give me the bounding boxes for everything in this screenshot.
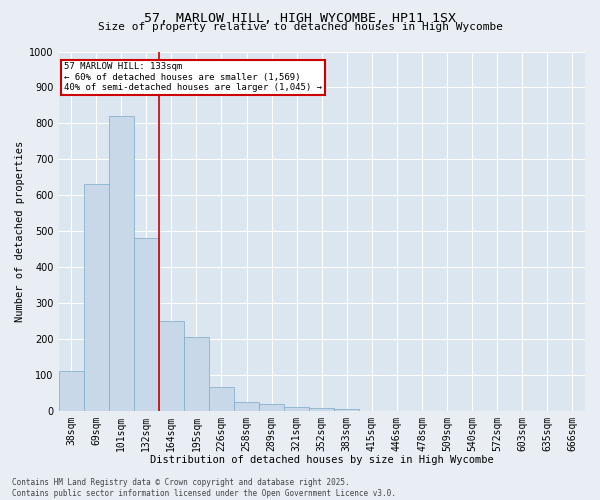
Text: 57 MARLOW HILL: 133sqm
← 60% of detached houses are smaller (1,569)
40% of semi-: 57 MARLOW HILL: 133sqm ← 60% of detached… (64, 62, 322, 92)
Bar (209, 388, 234, 410)
Y-axis label: Number of detached properties: Number of detached properties (15, 140, 25, 322)
Text: Size of property relative to detached houses in High Wycombe: Size of property relative to detached ho… (97, 22, 503, 32)
Text: 57, MARLOW HILL, HIGH WYCOMBE, HP11 1SX: 57, MARLOW HILL, HIGH WYCOMBE, HP11 1SX (144, 12, 456, 26)
Bar (83, 184, 109, 410)
Bar (309, 408, 334, 410)
Bar (334, 409, 359, 410)
Bar (159, 321, 184, 410)
Bar (234, 402, 259, 410)
Bar (134, 238, 159, 410)
Text: Contains HM Land Registry data © Crown copyright and database right 2025.
Contai: Contains HM Land Registry data © Crown c… (12, 478, 396, 498)
Bar (184, 337, 209, 410)
X-axis label: Distribution of detached houses by size in High Wycombe: Distribution of detached houses by size … (150, 455, 494, 465)
Bar (109, 116, 134, 410)
Bar (259, 404, 284, 410)
Bar (284, 407, 309, 410)
Bar (59, 371, 83, 410)
